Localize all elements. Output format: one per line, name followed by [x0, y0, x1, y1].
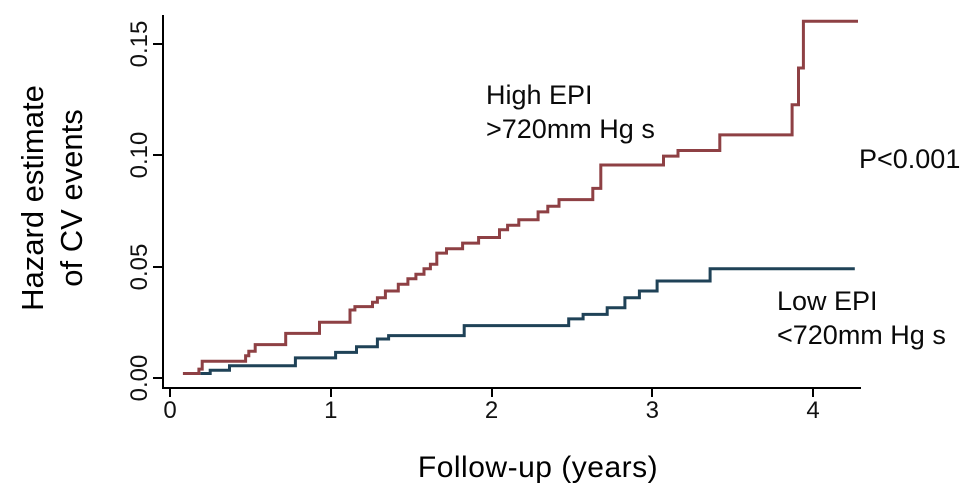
y-axis-line	[161, 15, 164, 389]
y-tick-mark-005	[153, 265, 162, 268]
y-tick-mark-015	[153, 42, 162, 45]
y-tick-mark-010	[153, 154, 162, 156]
low-epi-curve	[200, 267, 855, 375]
x-axis-line	[161, 386, 861, 389]
x-tick-mark-1	[329, 389, 332, 397]
x-tick-label-1: 1	[324, 397, 338, 424]
x-tick-mark-3	[651, 389, 654, 397]
x-tick-label-4: 4	[806, 397, 820, 424]
x-tick-label-2: 2	[484, 397, 499, 424]
y-tick-mark-000	[153, 377, 162, 379]
low-epi-label: Low EPI <720mm Hg s	[777, 284, 946, 352]
high-epi-label: High EPI >720mm Hg s	[486, 78, 655, 146]
p-value-label: P<0.001	[859, 144, 961, 174]
x-tick-label-0: 0	[163, 397, 177, 424]
high-epi-curve	[182, 19, 858, 375]
low-epi-label-line2: <720mm Hg s	[777, 320, 946, 350]
x-tick-mark-2	[490, 389, 493, 397]
x-tick-label-3: 3	[645, 397, 659, 424]
x-tick-mark-0	[169, 389, 171, 397]
high-epi-label-line2: >720mm Hg s	[486, 114, 655, 144]
low-epi-label-line1: Low EPI	[777, 286, 878, 316]
high-epi-label-line1: High EPI	[486, 80, 593, 110]
x-axis-title: Follow-up (years)	[417, 451, 659, 484]
x-tick-mark-4	[812, 389, 814, 397]
